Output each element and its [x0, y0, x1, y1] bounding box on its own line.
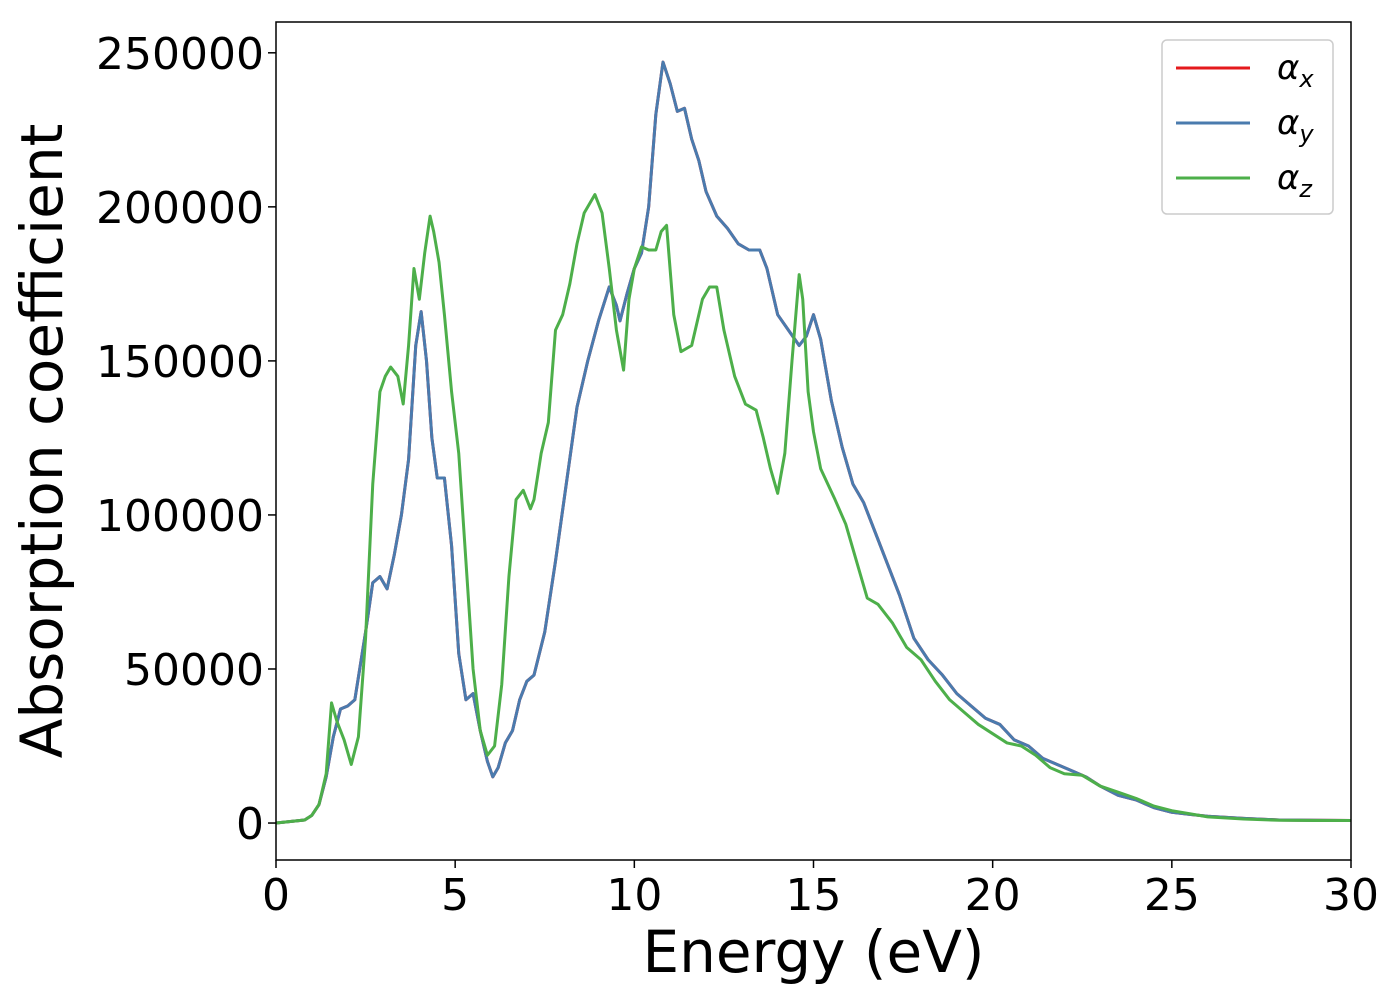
x-tick-label: 20: [965, 870, 1021, 921]
x-tick-label: 0: [262, 870, 290, 921]
x-tick-label: 10: [606, 870, 662, 921]
y-axis-label: Absorption coefficient: [8, 124, 76, 759]
x-tick-label: 25: [1144, 870, 1200, 921]
series-line-z: [276, 193, 1351, 825]
x-tick-label: 15: [786, 870, 842, 921]
legend-box: [1161, 39, 1334, 215]
ticks-layer: 0 5 10 15 20 25 30 0 50000 100000 150000 200000 2500…: [96, 29, 1379, 921]
series-layer: [276, 60, 1351, 825]
y-tick-label: 250000: [96, 29, 264, 80]
y-tick-label: 50000: [124, 645, 264, 696]
y-tick-label: 200000: [96, 183, 264, 234]
series-line-y: [276, 60, 1351, 825]
legend-label-x: αx: [1277, 48, 1314, 93]
y-tick-label: 150000: [96, 337, 264, 388]
x-tick-label: 30: [1323, 870, 1379, 921]
y-tick-label: 0: [236, 799, 264, 850]
x-tick-label: 5: [441, 870, 469, 921]
y-tick-label: 100000: [96, 491, 264, 542]
x-axis-label: Energy (eV): [642, 918, 984, 986]
